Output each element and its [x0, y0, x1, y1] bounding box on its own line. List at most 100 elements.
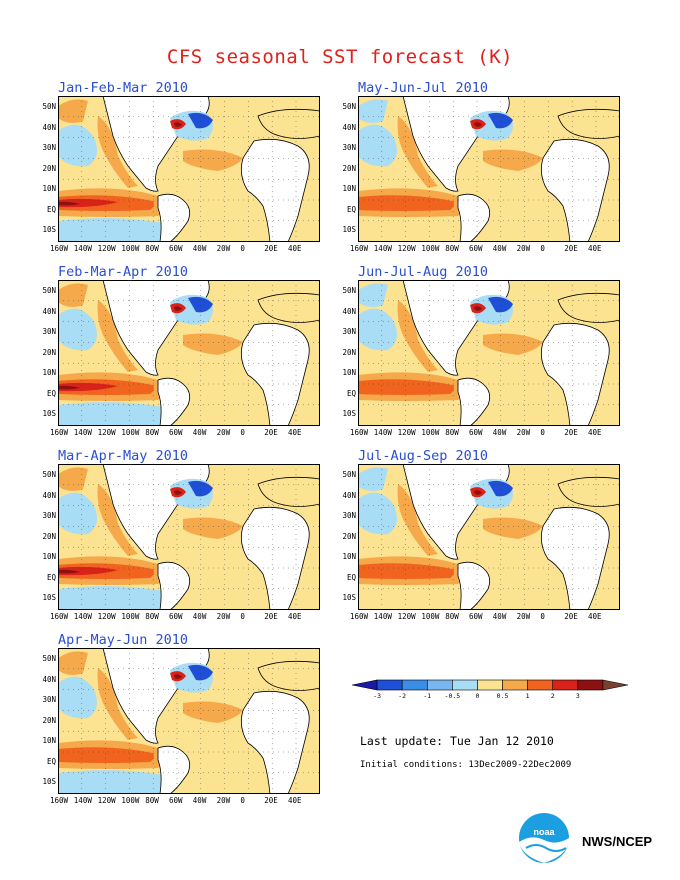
lat-tick-label: 10N [342, 368, 356, 377]
lon-tick-label: 40W [192, 244, 207, 253]
tropical-atlantic-warm [183, 149, 243, 171]
lon-tick-label: 100W [121, 428, 140, 437]
map-frame [358, 96, 620, 242]
lat-tick-label: 10S [42, 225, 56, 234]
lat-tick-label: 50N [42, 286, 56, 295]
lon-tick-label: 20E [564, 428, 578, 437]
legend-swatch [527, 679, 554, 691]
tropical-atlantic-warm [483, 149, 543, 171]
africa-land [240, 690, 310, 794]
lat-tick-label: 40N [42, 674, 56, 684]
lon-tick-label: 20E [264, 796, 278, 805]
lon-tick-label: 100W [421, 244, 440, 253]
equatorial-warm-core [358, 563, 454, 579]
cool-anomaly [58, 492, 97, 535]
lon-tick-label: 100W [421, 612, 440, 621]
logo-text: noaa [533, 827, 555, 837]
legend-arrow-high [602, 679, 628, 691]
cool-anomaly [58, 124, 97, 167]
lon-tick-label: 140W [373, 612, 392, 621]
equatorial-max [58, 201, 80, 206]
graticule [358, 280, 620, 426]
lon-tick-label: 40W [492, 612, 507, 621]
map-frame [358, 280, 620, 426]
lon-tick-label: 140W [373, 244, 392, 253]
lon-tick-label: 40W [492, 428, 507, 437]
legend-label: 0 [475, 692, 479, 700]
lat-tick-label: 30N [342, 143, 356, 152]
legend-swatch [401, 679, 428, 691]
map-frame [58, 280, 320, 426]
legend-label: -1 [423, 692, 431, 700]
lat-tick-label: 30N [42, 143, 56, 152]
anomaly-patch [58, 651, 88, 675]
africa-land [240, 506, 310, 610]
lon-tick-label: 160W [50, 428, 69, 437]
lat-tick-label: EQ [46, 572, 56, 582]
north-atlantic-cold-core [488, 296, 513, 313]
tropical-atlantic-warm [183, 701, 243, 723]
lat-tick-label: 20N [342, 163, 356, 173]
southern-band [58, 770, 168, 794]
lon-tick-label: 160W [350, 244, 369, 253]
warm-anomaly [97, 300, 138, 372]
cool-anomaly [58, 676, 97, 719]
lat-tick-label: EQ [46, 388, 56, 398]
lat-tick-label: EQ [46, 756, 56, 766]
lon-tick-label: 0 [540, 428, 545, 437]
lon-tick-label: 80W [145, 612, 159, 621]
anomaly-patch [58, 283, 88, 307]
lon-tick-label: 20W [516, 612, 531, 621]
lon-tick-label: 20W [516, 428, 531, 437]
color-scale-legend: -3 -2 -1 -0.5 0 0.5 1 2 3 [352, 679, 628, 700]
cool-anomaly [358, 308, 397, 351]
tropical-atlantic-warm [483, 517, 543, 539]
lat-tick-label: 20N [342, 531, 356, 541]
lat-tick-label: 10N [42, 552, 56, 561]
legend-swatch [426, 679, 453, 691]
lat-tick-label: 10N [342, 184, 356, 193]
lon-tick-label: 20E [264, 428, 278, 437]
southern-band [358, 586, 468, 610]
north-atlantic-cold-core [188, 664, 213, 681]
lon-tick-label: 120W [397, 244, 416, 253]
lon-tick-label: 100W [121, 796, 140, 805]
map-frame [358, 464, 620, 610]
sst-anomaly-map [58, 96, 320, 242]
lon-tick-label: 160W [350, 612, 369, 621]
lat-tick-label: EQ [346, 204, 356, 214]
cool-anomaly [58, 308, 97, 351]
lon-tick-label: 40E [288, 612, 302, 621]
lat-tick-label: 50N [342, 286, 356, 295]
legend-label: -0.5 [445, 692, 461, 700]
graticule [58, 280, 320, 426]
tropical-atlantic-warm [183, 517, 243, 539]
lon-tick-label: 80W [445, 244, 459, 253]
lon-tick-label: 80W [145, 244, 159, 253]
southern-band [358, 402, 468, 426]
lon-tick-label: 60W [169, 428, 183, 437]
lat-tick-label: 30N [42, 695, 56, 704]
lon-tick-label: 40W [192, 796, 207, 805]
anomaly-patch [58, 99, 88, 123]
legend-label: -2 [398, 692, 406, 700]
lon-tick-label: 20W [216, 428, 231, 437]
equatorial-warm-core [358, 379, 454, 395]
legend-arrow-low [352, 679, 378, 691]
africa-land [240, 322, 310, 426]
lon-tick-label: 120W [97, 244, 116, 253]
africa-land [540, 138, 610, 242]
lon-tick-label: 40E [288, 428, 302, 437]
lat-tick-label: 10S [342, 225, 356, 234]
lon-tick-label: 120W [397, 612, 416, 621]
panel-title: May-Jun-Jul 2010 [358, 80, 489, 96]
initial-conditions-text: Initial conditions: 13Dec2009-22Dec2009 [360, 760, 572, 770]
lat-tick-label: 10N [42, 736, 56, 745]
south-america-land [157, 377, 191, 426]
south-america-land [457, 377, 491, 426]
lon-tick-label: 100W [121, 244, 140, 253]
equatorial-warm-peak [58, 382, 118, 392]
lat-tick-label: 50N [342, 102, 356, 111]
lat-tick-label: 20N [42, 531, 56, 541]
lon-tick-label: 40W [192, 428, 207, 437]
